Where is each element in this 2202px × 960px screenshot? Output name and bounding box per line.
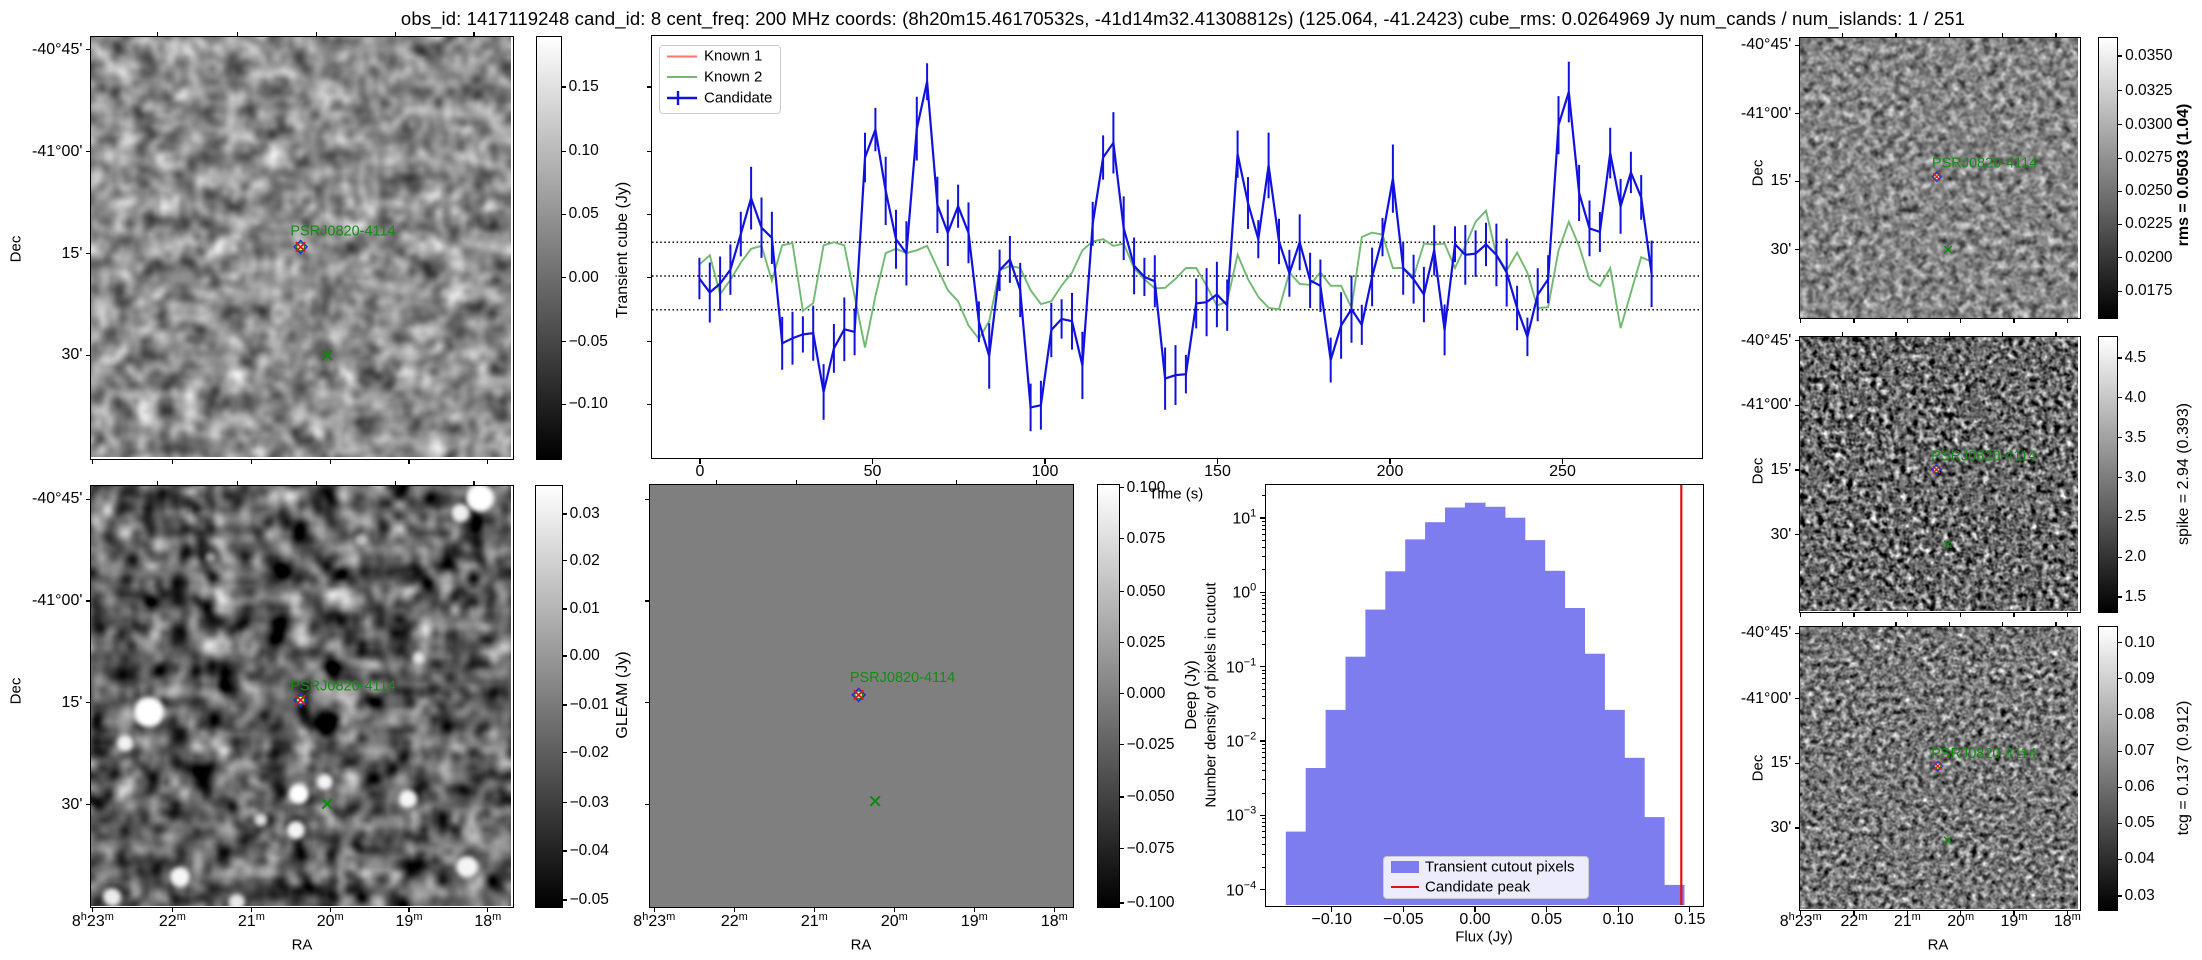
- svg-text:PSRJ0820-4114: PSRJ0820-4114: [291, 223, 396, 239]
- svg-text:PSRJ0820-4114: PSRJ0820-4114: [291, 678, 396, 694]
- svg-text:PSRJ0820-4114: PSRJ0820-4114: [1931, 448, 2036, 464]
- svg-text:PSRJ0820-4114: PSRJ0820-4114: [1932, 155, 2037, 171]
- svg-text:PSRJ0820-4114: PSRJ0820-4114: [1931, 745, 2036, 761]
- svg-text:PSRJ0820-4114: PSRJ0820-4114: [850, 670, 955, 686]
